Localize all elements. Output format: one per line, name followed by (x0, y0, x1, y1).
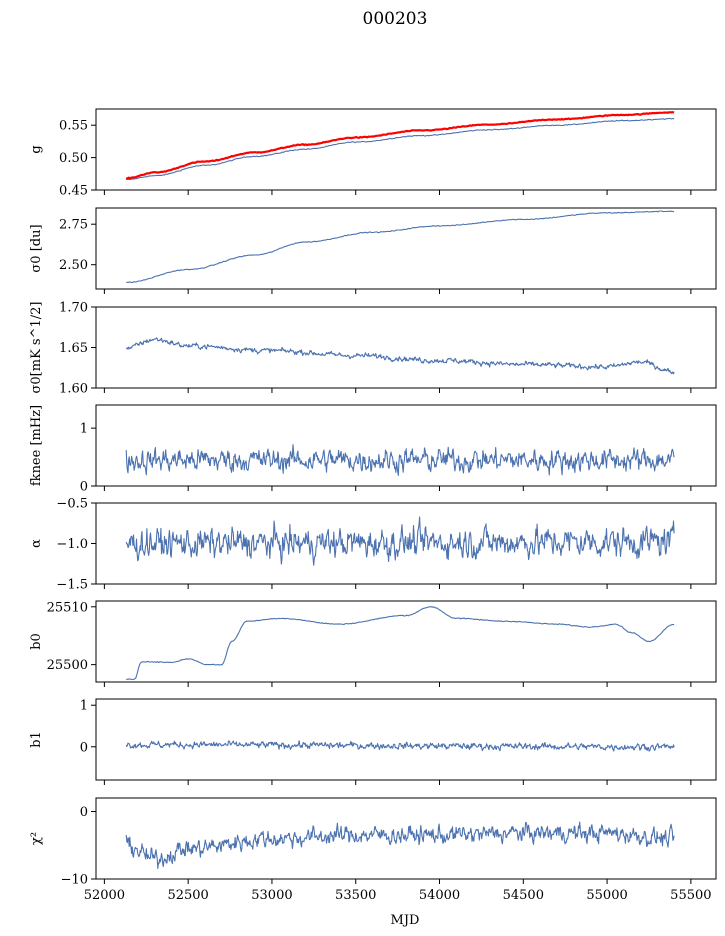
panels: 0.45 0.50 0.55 g 2.50 2.75 σ0 [du] 1.60 1.65 1.70… (29, 108, 717, 903)
y-tick-label: 0 (80, 740, 88, 755)
series-line (125, 821, 675, 869)
panel-2: 2.50 2.75 σ0 [du] (29, 207, 717, 294)
panel-6: 25500 25510 b0 (29, 600, 717, 687)
y-tick-label: 1.65 (59, 341, 88, 356)
series-line (125, 337, 675, 375)
y-tick-label: 0 (80, 805, 88, 820)
series-line (125, 444, 675, 476)
panel-5: −1.5 −1.0 −0.5 α (29, 497, 717, 593)
series-line (126, 117, 675, 181)
y-tick-label: 0.45 (59, 184, 88, 199)
y-axis-label: b0 (29, 633, 44, 650)
y-tick-label: 0 (80, 480, 88, 495)
series-line (125, 740, 675, 752)
series-line (125, 111, 675, 180)
y-tick-label: −1.0 (56, 537, 88, 552)
x-tick-label: 54500 (503, 888, 544, 903)
y-tick-label: 1 (80, 422, 88, 437)
y-axis-label: α (29, 539, 44, 548)
plot-frame (95, 306, 717, 389)
y-axis-label: σ0[mK s^1/2] (29, 302, 44, 394)
plot-frame (95, 797, 717, 880)
plot-frame (95, 108, 717, 191)
plot-frame (95, 698, 717, 781)
x-axis-label: MJD (391, 913, 420, 928)
panel-8: −10 0 χ² 52000 52500 53000 53500 54000 54500 5500… (29, 797, 717, 903)
plot-frame (95, 207, 717, 290)
y-tick-label: 1.70 (59, 301, 88, 316)
x-tick-label: 52000 (84, 888, 125, 903)
y-tick-label: −10 (61, 873, 88, 888)
x-tick-label: 53000 (251, 888, 292, 903)
panel-7: 0 1 b1 (29, 698, 717, 785)
x-tick-label: 52500 (167, 888, 208, 903)
chart-title: 000203 (363, 9, 428, 29)
y-tick-label: −0.5 (56, 497, 88, 512)
y-axis-label: fknee [mHz] (29, 405, 44, 486)
x-tick-label: 55000 (586, 888, 627, 903)
y-axis-label: χ² (29, 832, 44, 845)
y-tick-label: 1 (80, 699, 88, 714)
plot-frame (95, 404, 717, 487)
y-tick-label: 0.55 (59, 119, 88, 134)
series-line (125, 516, 675, 566)
panel-1: 0.45 0.50 0.55 g (29, 108, 717, 199)
panel-4: 0 1 fknee [mHz] (29, 404, 717, 495)
y-tick-label: −1.5 (56, 578, 88, 593)
plot-frame (95, 600, 717, 683)
x-tick-label: 54000 (419, 888, 460, 903)
y-tick-label: 2.50 (59, 258, 88, 273)
panel-3: 1.60 1.65 1.70 σ0[mK s^1/2] (29, 301, 717, 397)
y-tick-label: 1.60 (59, 382, 88, 397)
series-line (126, 210, 675, 283)
y-tick-label: 25510 (47, 600, 88, 615)
y-axis-label: σ0 [du] (29, 224, 44, 272)
y-tick-label: 25500 (47, 658, 88, 673)
y-axis-label: b1 (29, 731, 44, 748)
x-tick-label: 53500 (335, 888, 376, 903)
y-tick-label: 0.50 (59, 151, 88, 166)
y-axis-label: g (29, 145, 44, 153)
series-line (126, 606, 675, 681)
y-tick-label: 2.75 (59, 218, 88, 233)
x-tick-label: 55500 (670, 888, 711, 903)
